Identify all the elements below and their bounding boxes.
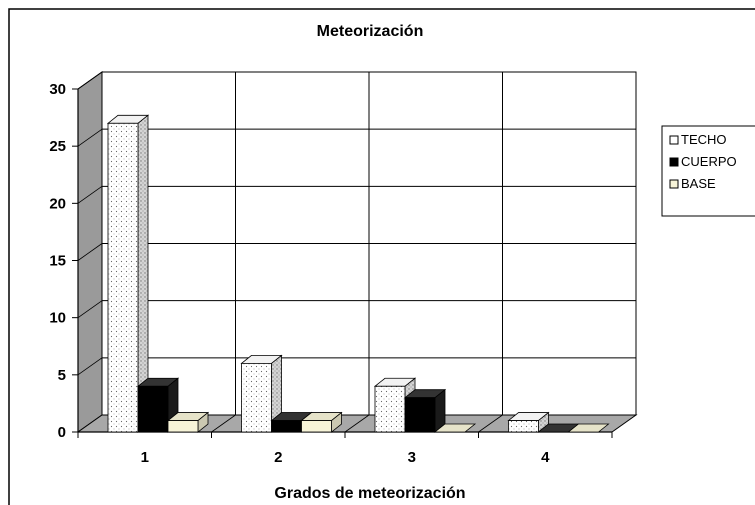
legend-label: CUERPO [681, 154, 737, 169]
bar [300, 411, 343, 433]
y-tick-label: 5 [58, 367, 66, 384]
bar [166, 411, 210, 433]
bar-top [567, 423, 610, 433]
bar-front [241, 362, 272, 433]
bar-front [301, 420, 332, 433]
bar-front [107, 122, 139, 433]
plot-area [76, 71, 638, 433]
bar [403, 388, 447, 433]
legend-swatch [669, 157, 679, 167]
bars [106, 114, 610, 433]
gridline-y-side [77, 300, 103, 318]
legend: TECHO CUERPO BASE [661, 125, 755, 217]
y-tick-label: 25 [49, 138, 66, 155]
x-tick-label: 2 [274, 449, 282, 466]
bar [106, 114, 150, 433]
x-tick-label: 3 [408, 449, 416, 466]
bar-front [374, 385, 406, 433]
y-tick-label: 20 [49, 195, 66, 212]
gridline-y-side [77, 71, 103, 90]
x-axis-title: Grados de meteorización [274, 485, 465, 502]
y-tick-label: 10 [49, 310, 66, 327]
chart-title: Meteorización [317, 23, 424, 40]
y-tick-label: 30 [49, 81, 66, 98]
bar-front [404, 397, 436, 433]
legend-label: TECHO [681, 132, 727, 147]
x-tick-label: 4 [541, 449, 550, 466]
bar [433, 423, 477, 433]
bar [240, 354, 283, 433]
legend-swatch [669, 179, 679, 189]
chart-border [8, 8, 755, 505]
gridline-y-side [77, 357, 103, 376]
legend-swatch [669, 135, 679, 145]
y-tick-label: 0 [58, 424, 66, 441]
bar-front [167, 420, 199, 433]
y-tick-label: 15 [49, 253, 66, 270]
gridline-y-side [77, 243, 103, 261]
gridline-y-side [77, 186, 103, 204]
bar-front [271, 420, 302, 433]
x-tick-label: 1 [141, 449, 149, 466]
tick-labels: 0 5 10 15 20 25 30 1 2 3 4 [49, 81, 613, 466]
bar-front [508, 420, 539, 433]
gridline-x-floor [478, 414, 503, 433]
gridline-x-floor [344, 414, 370, 433]
bar-top [433, 423, 477, 433]
legend-label: BASE [681, 176, 716, 191]
bar-front [137, 385, 169, 433]
gridline-x-floor [211, 414, 236, 433]
gridline-y-side [77, 128, 103, 147]
bar [567, 423, 610, 433]
